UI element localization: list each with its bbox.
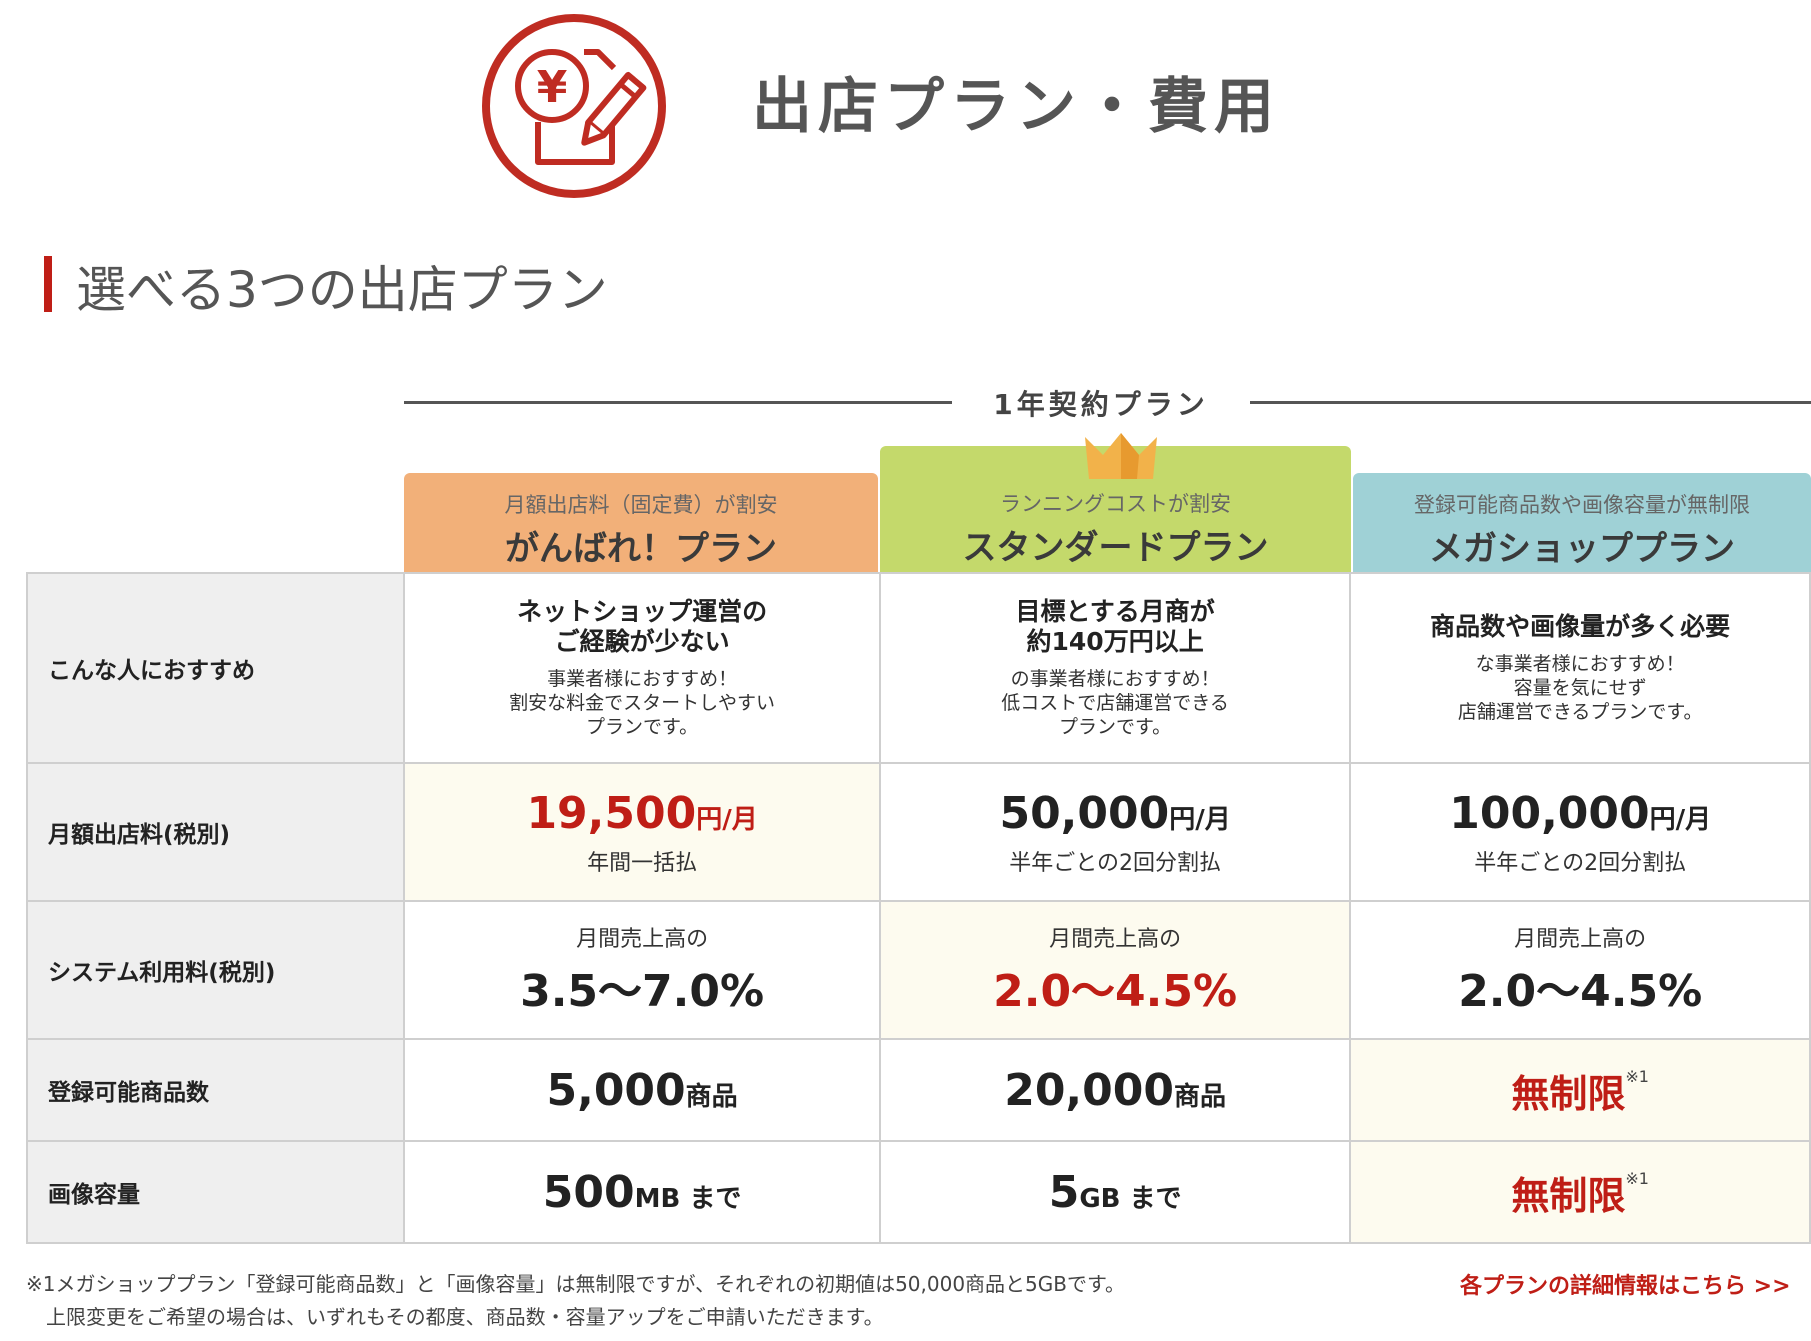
contract-label: 1年契約プラン (993, 388, 1209, 421)
recommend-desc-line: な事業者様におすすめ！ (1475, 653, 1685, 675)
recommend-desc-line: プランです。 (1059, 716, 1172, 738)
recommend-desc-line: プランです。 (586, 716, 699, 738)
image-capacity-value: 500 (542, 1166, 635, 1218)
monthly-fee-unit: 円/月 (1169, 804, 1231, 835)
recommend-desc-line: 事業者様におすすめ！ (547, 668, 738, 690)
products-cell-standard: 20,000商品 (878, 1038, 1352, 1142)
recommend-desc-line: 店舗運営できるプランです。 (1457, 701, 1703, 723)
footnote-marker: ※1 (1625, 1168, 1649, 1188)
payment-note: 半年ごとの2回分割払 (1474, 850, 1687, 876)
recommend-cell-megashop: 商品数や画像量が多く必要 な事業者様におすすめ！ 容量を気にせず 店舗運営できる… (1349, 572, 1811, 764)
footnote-marker: ※1 (1625, 1066, 1649, 1086)
table-row: 登録可能商品数 5,000商品 20,000商品 無制限※1 (25, 1038, 1811, 1142)
products-cell-megashop: 無制限※1 (1349, 1038, 1811, 1142)
plan-name: メガショッププラン (1429, 529, 1735, 569)
monthly-fee-cell-standard: 50,000円/月 半年ごとの2回分割払 (878, 762, 1352, 902)
plan-tagline: ランニングコストが割安 (1000, 492, 1231, 516)
monthly-fee-cell-ganbare: 19,500円/月 年間一括払 (403, 762, 881, 902)
image-capacity-value: 無制限 (1511, 1173, 1626, 1218)
row-label: 画像容量 (25, 1140, 406, 1244)
payment-note: 半年ごとの2回分割払 (1009, 850, 1221, 876)
image-capacity-unit: MB まで (634, 1183, 742, 1214)
yen-document-pen-icon: ¥ (482, 14, 666, 198)
page-title: 出店プラン・費用 (752, 72, 1280, 142)
plan-comparison-table: こんな人におすすめ ネットショップ運営の ご経験が少ない 事業者様におすすめ！ … (25, 572, 1811, 1244)
monthly-fee-unit: 円/月 (1649, 804, 1712, 835)
image-capacity-cell-standard: 5GB まで (878, 1140, 1352, 1244)
monthly-fee-value: 100,000 (1449, 787, 1650, 839)
recommend-cell-standard: 目標とする月商が 約140万円以上 の事業者様におすすめ！ 低コストで店舗運営で… (878, 572, 1352, 764)
plan-name: がんばれ！プラン (505, 529, 777, 569)
section-title: 選べる3つの出店プラン (76, 261, 608, 319)
image-capacity-unit: GB まで (1079, 1183, 1182, 1214)
plan-tagline: 月額出店料（固定費）が割安 (504, 493, 778, 517)
section-title-bar (44, 256, 52, 312)
svg-text:¥: ¥ (537, 62, 568, 113)
image-capacity-value: 5 (1048, 1166, 1080, 1218)
recommend-title-line: ご経験が少ない (554, 627, 730, 656)
rate-prefix: 月間売上高の (1049, 927, 1182, 952)
rate-value: 3.5〜7.0% (520, 966, 765, 1017)
footnote-line: 上限変更をご希望の場合は、いずれもその都度、商品数・容量アップをご申請いただきま… (46, 1305, 884, 1329)
contract-rule-right (1250, 401, 1811, 404)
recommend-title-line: 商品数や画像量が多く必要 (1430, 612, 1731, 641)
plan-tab-ganbare: 月額出店料（固定費）が割安 がんばれ！プラン (404, 473, 878, 573)
products-value: 20,000 (1004, 1064, 1174, 1116)
monthly-fee-value: 50,000 (999, 787, 1170, 839)
rate-value: 2.0〜4.5% (1458, 966, 1703, 1017)
recommend-desc-line: 割安な料金でスタートしやすい (509, 692, 775, 714)
rate-value: 2.0〜4.5% (993, 966, 1238, 1017)
crown-icon (1085, 433, 1157, 479)
footnote-line: ※1メガショッププラン「登録可能商品数」と「画像容量」は無制限ですが、それぞれの… (26, 1272, 1126, 1296)
products-value: 無制限 (1511, 1071, 1626, 1116)
payment-note: 年間一括払 (587, 850, 698, 876)
recommend-desc-line: 容量を気にせず (1513, 677, 1647, 699)
monthly-fee-unit: 円/月 (696, 804, 758, 835)
recommend-title-line: ネットショップ運営の (517, 597, 768, 626)
row-label: 登録可能商品数 (25, 1038, 406, 1142)
image-capacity-cell-ganbare: 500MB まで (403, 1140, 881, 1244)
products-cell-ganbare: 5,000商品 (403, 1038, 881, 1142)
rate-prefix: 月間売上高の (576, 927, 709, 952)
table-row: システム利用料(税別) 月間売上高の 3.5〜7.0% 月間売上高の 2.0〜4… (25, 900, 1811, 1040)
plan-details-link[interactable]: 各プランの詳細情報はこちら >> (1460, 1274, 1791, 1299)
rate-prefix: 月間売上高の (1514, 927, 1647, 952)
footnote: ※1メガショッププラン「登録可能商品数」と「画像容量」は無制限ですが、それぞれの… (26, 1268, 1125, 1334)
recommend-desc-line: 低コストで店舗運営できる (1001, 692, 1229, 714)
plan-name: スタンダードプラン (962, 528, 1269, 568)
recommend-title-line: 目標とする月商が (1015, 597, 1215, 626)
monthly-fee-cell-megashop: 100,000円/月 半年ごとの2回分割払 (1349, 762, 1811, 902)
products-value: 5,000 (546, 1064, 686, 1116)
plan-tagline: 登録可能商品数や画像容量が無制限 (1414, 493, 1750, 517)
row-label: システム利用料(税別) (25, 900, 406, 1040)
recommend-title-line: 約140万円以上 (1026, 627, 1204, 656)
recommend-cell-ganbare: ネットショップ運営の ご経験が少ない 事業者様におすすめ！ 割安な料金でスタート… (403, 572, 881, 764)
products-unit: 商品 (685, 1081, 738, 1112)
recommend-desc-line: の事業者様におすすめ！ (1010, 668, 1220, 690)
plan-tab-megashop: 登録可能商品数や画像容量が無制限 メガショッププラン (1353, 473, 1811, 573)
table-row: こんな人におすすめ ネットショップ運営の ご経験が少ない 事業者様におすすめ！ … (25, 572, 1811, 764)
monthly-fee-value: 19,500 (526, 787, 697, 839)
image-capacity-cell-megashop: 無制限※1 (1349, 1140, 1811, 1244)
table-row: 画像容量 500MB まで 5GB まで 無制限※1 (25, 1140, 1811, 1244)
table-row: 月額出店料(税別) 19,500円/月 年間一括払 50,000円/月 半年ごと… (25, 762, 1811, 902)
system-fee-cell-ganbare: 月間売上高の 3.5〜7.0% (403, 900, 881, 1040)
contract-rule-left (404, 401, 952, 404)
products-unit: 商品 (1174, 1081, 1227, 1112)
system-fee-cell-standard: 月間売上高の 2.0〜4.5% (878, 900, 1352, 1040)
row-label: 月額出店料(税別) (25, 762, 406, 902)
row-label: こんな人におすすめ (25, 572, 406, 764)
system-fee-cell-megashop: 月間売上高の 2.0〜4.5% (1349, 900, 1811, 1040)
